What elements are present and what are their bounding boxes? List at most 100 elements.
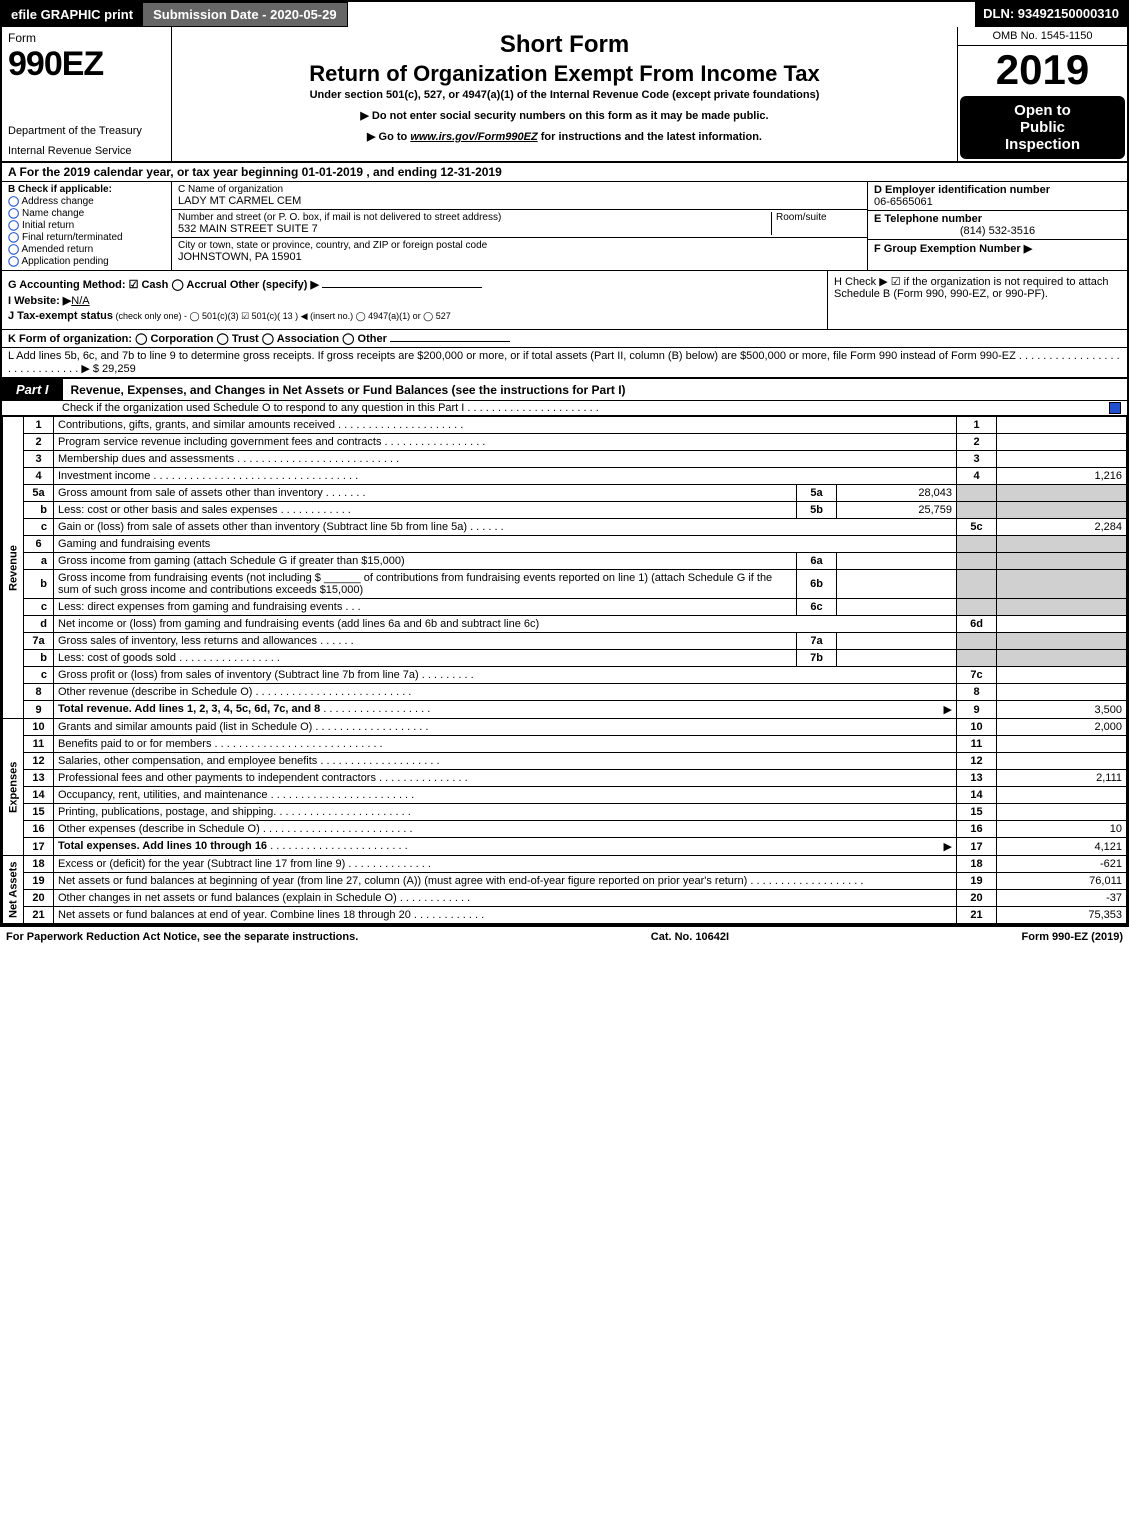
line-2-value <box>997 434 1127 451</box>
ein-label: D Employer identification number <box>874 184 1121 196</box>
tax-exempt-status-line: J Tax-exempt status (check only one) - ◯… <box>8 310 821 322</box>
form-version: Form 990-EZ (2019) <box>1022 931 1123 943</box>
chk-amended-return[interactable]: Amended return <box>21 244 93 255</box>
line-10-desc: Grants and similar amounts paid (list in… <box>58 721 312 733</box>
line-5c-value: 2,284 <box>997 519 1127 536</box>
line-5a-value: 28,043 <box>837 485 957 502</box>
accounting-method-line: G Accounting Method: ☑ Cash ◯ Accrual Ot… <box>8 278 821 291</box>
tax-year: 2019 <box>958 46 1127 94</box>
line-13-value: 2,111 <box>997 770 1127 787</box>
revenue-side-label: Revenue <box>3 417 24 719</box>
paperwork-notice: For Paperwork Reduction Act Notice, see … <box>6 931 358 943</box>
line-6a-desc: Gross income from gaming (attach Schedul… <box>58 555 405 567</box>
line-5b-value: 25,759 <box>837 502 957 519</box>
line-7b-desc: Less: cost of goods sold <box>58 652 176 664</box>
form-word: Form <box>8 31 165 45</box>
line-21-desc: Net assets or fund balances at end of ye… <box>58 909 411 921</box>
chk-final-return[interactable]: Final return/terminated <box>22 232 123 243</box>
schedule-b-check: H Check ▶ ☑ if the organization is not r… <box>827 271 1127 329</box>
line-6d-desc: Net income or (loss) from gaming and fun… <box>58 618 539 630</box>
subtitle: Under section 501(c), 527, or 4947(a)(1)… <box>180 89 949 101</box>
line-19-desc: Net assets or fund balances at beginning… <box>58 875 747 887</box>
form-990ez-document: efile GRAPHIC print Submission Date - 20… <box>0 0 1129 926</box>
line-11-value <box>997 736 1127 753</box>
line-7b-value <box>837 650 957 667</box>
line-16-value: 10 <box>997 821 1127 838</box>
line-1-desc: Contributions, gifts, grants, and simila… <box>58 419 335 431</box>
part-1-subtitle: Check if the organization used Schedule … <box>2 401 1127 416</box>
line-20-desc: Other changes in net assets or fund bala… <box>58 892 397 904</box>
org-name-value: LADY MT CARMEL CEM <box>178 195 861 207</box>
ein-value: 06-6565061 <box>874 196 1121 208</box>
line-18-value: -621 <box>997 856 1127 873</box>
part-1-header: Part I Revenue, Expenses, and Changes in… <box>2 378 1127 401</box>
part-1-tab: Part I <box>2 379 63 400</box>
open-to-public-badge: Open to Public Inspection <box>960 96 1125 159</box>
line-3-value <box>997 451 1127 468</box>
chk-name-change[interactable]: Name change <box>22 208 84 219</box>
line-7a-value <box>837 633 957 650</box>
website-line: I Website: ▶N/A <box>8 294 821 307</box>
telephone-label: E Telephone number <box>874 213 1121 225</box>
line-12-desc: Salaries, other compensation, and employ… <box>58 755 317 767</box>
schedule-o-checkbox[interactable] <box>1109 402 1121 414</box>
address-label: Number and street (or P. O. box, if mail… <box>178 212 771 223</box>
line-9-desc: Total revenue. Add lines 1, 2, 3, 4, 5c,… <box>58 703 320 715</box>
line-13-desc: Professional fees and other payments to … <box>58 772 376 784</box>
line-6b-desc: Gross income from fundraising events (no… <box>58 572 772 596</box>
dept-irs: Internal Revenue Service <box>8 145 165 157</box>
topbar: efile GRAPHIC print Submission Date - 20… <box>2 2 1127 27</box>
line-11-desc: Benefits paid to or for members <box>58 738 211 750</box>
part-1-table: Revenue 1 Contributions, gifts, grants, … <box>2 416 1127 924</box>
line-17-value: 4,121 <box>997 838 1127 856</box>
chk-application-pending[interactable]: Application pending <box>21 256 108 267</box>
gross-receipts-line: L Add lines 5b, 6c, and 7b to line 9 to … <box>2 348 1127 378</box>
catalog-number: Cat. No. 10642I <box>651 931 729 943</box>
line-21-value: 75,353 <box>997 907 1127 924</box>
line-18-desc: Excess or (deficit) for the year (Subtra… <box>58 858 345 870</box>
line-3-desc: Membership dues and assessments <box>58 453 234 465</box>
org-name-label: C Name of organization <box>178 184 861 195</box>
instructions-note: ▶ Go to www.irs.gov/Form990EZ for instru… <box>180 130 949 143</box>
tax-period-row: A For the 2019 calendar year, or tax yea… <box>2 163 1127 182</box>
line-5c-desc: Gain or (loss) from sale of assets other… <box>58 521 467 533</box>
line-8-value <box>997 684 1127 701</box>
part-1-title: Revenue, Expenses, and Changes in Net As… <box>63 383 626 397</box>
gh-section: G Accounting Method: ☑ Cash ◯ Accrual Ot… <box>2 271 1127 330</box>
line-17-desc: Total expenses. Add lines 10 through 16 <box>58 840 267 852</box>
line-5a-desc: Gross amount from sale of assets other t… <box>58 487 323 499</box>
line-6b-value <box>837 570 957 599</box>
line-14-value <box>997 787 1127 804</box>
line-6c-desc: Less: direct expenses from gaming and fu… <box>58 601 342 613</box>
line-16-desc: Other expenses (describe in Schedule O) <box>58 823 260 835</box>
irs-link[interactable]: www.irs.gov/Form990EZ <box>410 131 537 143</box>
city-label: City or town, state or province, country… <box>178 240 861 251</box>
page-footer: For Paperwork Reduction Act Notice, see … <box>0 926 1129 947</box>
line-15-desc: Printing, publications, postage, and shi… <box>58 806 276 818</box>
room-suite-label: Room/suite <box>771 212 861 235</box>
chk-initial-return[interactable]: Initial return <box>22 220 74 231</box>
net-assets-side-label: Net Assets <box>3 856 24 924</box>
chk-address-change[interactable]: Address change <box>21 196 93 207</box>
line-5b-desc: Less: cost or other basis and sales expe… <box>58 504 278 516</box>
line-12-value <box>997 753 1127 770</box>
form-header: Form 990EZ Department of the Treasury In… <box>2 27 1127 163</box>
omb-number: OMB No. 1545-1150 <box>958 27 1127 46</box>
line-4-desc: Investment income <box>58 470 150 482</box>
form-number: 990EZ <box>8 45 165 84</box>
city-value: JOHNSTOWN, PA 15901 <box>178 251 861 263</box>
line-1-value <box>997 417 1127 434</box>
submission-date-label: Submission Date - 2020-05-29 <box>142 2 348 27</box>
line-6c-value <box>837 599 957 616</box>
line-6-desc: Gaming and fundraising events <box>54 536 957 553</box>
efile-print-button[interactable]: efile GRAPHIC print <box>2 2 142 27</box>
group-exemption-label: F Group Exemption Number ▶ <box>874 242 1121 255</box>
line-7c-desc: Gross profit or (loss) from sales of inv… <box>58 669 419 681</box>
line-19-value: 76,011 <box>997 873 1127 890</box>
line-10-value: 2,000 <box>997 719 1127 736</box>
line-6a-value <box>837 553 957 570</box>
line-6d-value <box>997 616 1127 633</box>
line-8-desc: Other revenue (describe in Schedule O) <box>58 686 252 698</box>
main-title: Return of Organization Exempt From Incom… <box>180 61 949 87</box>
line-20-value: -37 <box>997 890 1127 907</box>
